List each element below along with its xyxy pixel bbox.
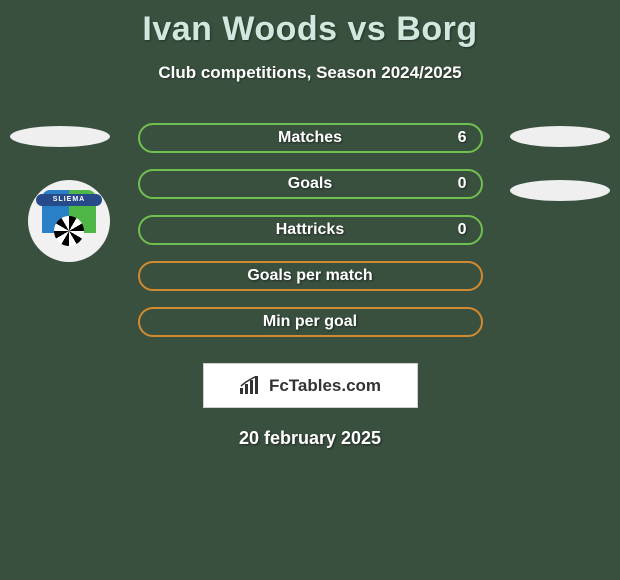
stat-row-goals-per-match: Goals per match (138, 261, 483, 291)
fctables-label: FcTables.com (269, 376, 381, 396)
stat-label: Hattricks (276, 221, 344, 239)
player-right-photo-placeholder (510, 126, 610, 147)
player-right-club-placeholder (510, 180, 610, 201)
player-left-photo-placeholder (10, 126, 110, 147)
stat-row-min-per-goal: Min per goal (138, 307, 483, 337)
club-crest-band: SLIEMA (36, 194, 102, 206)
stat-label: Goals (288, 175, 332, 193)
fctables-badge[interactable]: FcTables.com (203, 363, 418, 408)
stat-row-hattricks: Hattricks 0 (138, 215, 483, 245)
stat-row-goals: Goals 0 (138, 169, 483, 199)
stat-row-matches: Matches 6 (138, 123, 483, 153)
stat-label: Min per goal (263, 313, 357, 331)
club-crest-icon: SLIEMA (42, 190, 96, 252)
page-subtitle: Club competitions, Season 2024/2025 (0, 63, 620, 83)
stat-value-right: 0 (458, 175, 467, 193)
date-text: 20 february 2025 (0, 428, 620, 449)
stat-value-right: 6 (458, 129, 467, 147)
page-title: Ivan Woods vs Borg (0, 0, 620, 49)
stat-value-right: 0 (458, 221, 467, 239)
player-left-club-badge: SLIEMA (28, 180, 110, 262)
stat-label: Matches (278, 129, 342, 147)
bar-chart-icon (239, 376, 261, 396)
stat-label: Goals per match (247, 267, 372, 285)
